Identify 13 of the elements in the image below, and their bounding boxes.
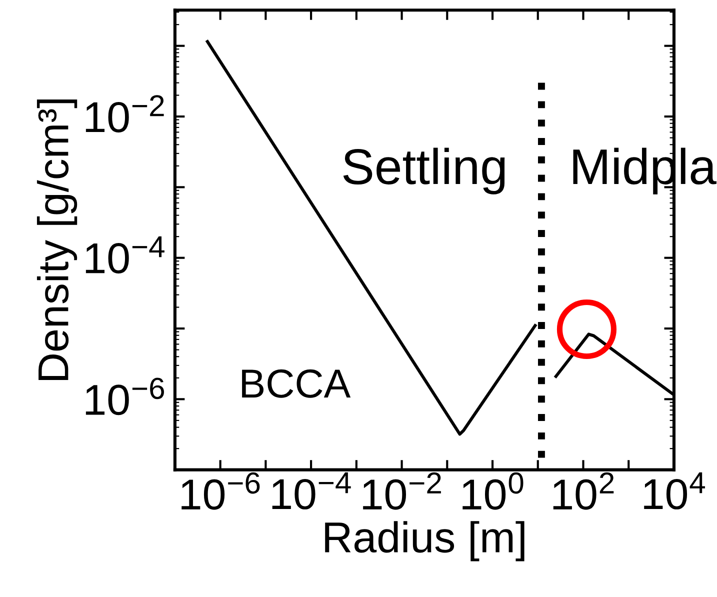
annotation: Settling (343, 148, 505, 194)
y-tick-label: 10$^{−4}$ (86, 236, 164, 274)
annotation: BCCA (242, 369, 351, 398)
x-tick-label: 10$^{2}$ (553, 472, 614, 510)
y-tick-label: 10$^{−6}$ (86, 378, 164, 416)
x-tick-label: 10$^{0}$ (462, 472, 524, 510)
x-axis-title: Radius [m] (325, 521, 524, 562)
y-axis-title: Density [g/cm³] (36, 100, 78, 380)
x-tick-label: 10$^{−2}$ (363, 472, 441, 510)
x-tick-label: 10$^{−6}$ (182, 472, 260, 510)
x-tick-label: 10$^{4}$ (644, 472, 705, 510)
x-tick-label: 10$^{−4}$ (272, 472, 351, 510)
y-tick-label: 10$^{−2}$ (86, 95, 164, 132)
